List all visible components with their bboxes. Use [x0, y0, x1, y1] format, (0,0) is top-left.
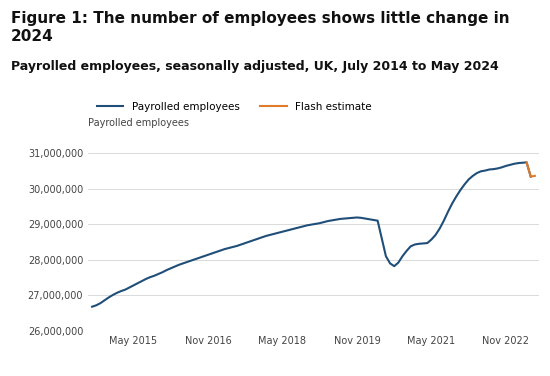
Legend: Payrolled employees, Flash estimate: Payrolled employees, Flash estimate — [93, 97, 376, 116]
Text: Payrolled employees: Payrolled employees — [88, 118, 189, 127]
Text: Figure 1: The number of employees shows little change in 2024: Figure 1: The number of employees shows … — [11, 11, 510, 44]
Text: Payrolled employees, seasonally adjusted, UK, July 2014 to May 2024: Payrolled employees, seasonally adjusted… — [11, 60, 499, 73]
